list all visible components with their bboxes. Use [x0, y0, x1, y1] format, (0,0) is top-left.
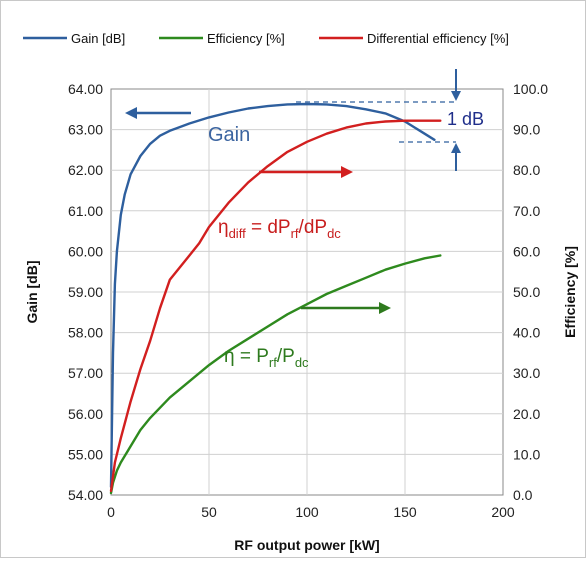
one-db-top-arrow-head [451, 91, 461, 101]
y-right-tick-label: 10.0 [513, 446, 540, 462]
eta-diff-sub-rf: rf [291, 226, 299, 241]
y-left-tick-label: 60.00 [68, 243, 103, 259]
x-tick-label: 200 [491, 504, 515, 520]
y-left-tick-label: 54.00 [68, 487, 103, 503]
x-tick-label: 0 [107, 504, 115, 520]
eta-sub-rf: rf [269, 355, 277, 370]
legend-label-gain: Gain [dB] [71, 31, 125, 46]
eta-slash: /P [277, 346, 295, 367]
y-right-tick-label: 50.0 [513, 284, 540, 300]
x-axis-title: RF output power [kW] [234, 537, 379, 553]
y-right-tick-label: 0.0 [513, 487, 533, 503]
one-db-label: 1 dB [447, 109, 484, 129]
y-left-tick-label: 58.00 [68, 325, 103, 341]
gridlines [111, 89, 503, 495]
y-right-tick-label: 100.0 [513, 81, 548, 97]
legend-label-differential-efficiency: Differential efficiency [%] [367, 31, 509, 46]
y-left-tick-label: 57.00 [68, 365, 103, 381]
y-right-tick-label: 90.0 [513, 122, 540, 138]
x-tick-label: 50 [201, 504, 217, 520]
diff-eff-arrow-head [341, 166, 353, 178]
y-right-tick-label: 40.0 [513, 325, 540, 341]
gain-arrow-head [125, 107, 137, 119]
y-left-tick-label: 62.00 [68, 162, 103, 178]
y-left-tick-labels: 54.00 55.00 56.00 57.00 58.00 59.00 60.00 61.00… [68, 81, 103, 503]
eta-diff-sub-dc: dc [327, 226, 341, 241]
eta-diff-sub-diff: diff [229, 226, 246, 241]
x-tick-label: 100 [295, 504, 319, 520]
y-left-axis-title: Gain [dB] [24, 261, 40, 324]
eta-formula: η = Prf/Pdc [224, 346, 309, 370]
gain-label: Gain [208, 124, 250, 146]
eff-arrow-head [379, 302, 391, 314]
y-left-tick-label: 64.00 [68, 81, 103, 97]
y-right-tick-label: 20.0 [513, 406, 540, 422]
annotations: Gain 1 dB ηdiff = dPrf/dPdc η = Prf/Pdc [125, 69, 484, 370]
eta-diff-eta: η [218, 217, 229, 238]
x-tick-labels: 0 50 100 150 200 [107, 504, 515, 520]
one-db-bottom-arrow-head [451, 143, 461, 153]
y-right-tick-label: 30.0 [513, 365, 540, 381]
legend: Gain [dB] Efficiency [%] Differential ef… [23, 31, 509, 46]
y-right-tick-label: 80.0 [513, 162, 540, 178]
series-line-gain [109, 102, 436, 489]
eta-eq: = P [235, 346, 269, 367]
eta-diff-eq: = dP [246, 217, 291, 238]
series-line-efficiency [109, 254, 442, 495]
eta-sub-dc: dc [295, 355, 309, 370]
y-left-tick-label: 63.00 [68, 122, 103, 138]
eta-diff-slash: /dP [299, 217, 328, 238]
y-right-tick-labels: 0.0 10.0 20.0 30.0 40.0 50.0 60.0 70.0 80.0 90.0 1… [513, 81, 548, 503]
y-left-tick-label: 61.00 [68, 203, 103, 219]
eta-eta: η [224, 346, 235, 367]
y-left-tick-label: 59.00 [68, 284, 103, 300]
y-right-axis-title: Efficiency [%] [562, 246, 578, 338]
series-lines [109, 102, 442, 495]
x-tick-label: 150 [393, 504, 417, 520]
eta-diff-formula: ηdiff = dPrf/dPdc [218, 217, 341, 241]
y-left-tick-label: 55.00 [68, 446, 103, 462]
legend-label-efficiency: Efficiency [%] [207, 31, 285, 46]
y-right-tick-label: 60.0 [513, 243, 540, 259]
y-right-tick-label: 70.0 [513, 203, 540, 219]
y-left-tick-label: 56.00 [68, 406, 103, 422]
series-line-differential-efficiency [109, 119, 442, 493]
